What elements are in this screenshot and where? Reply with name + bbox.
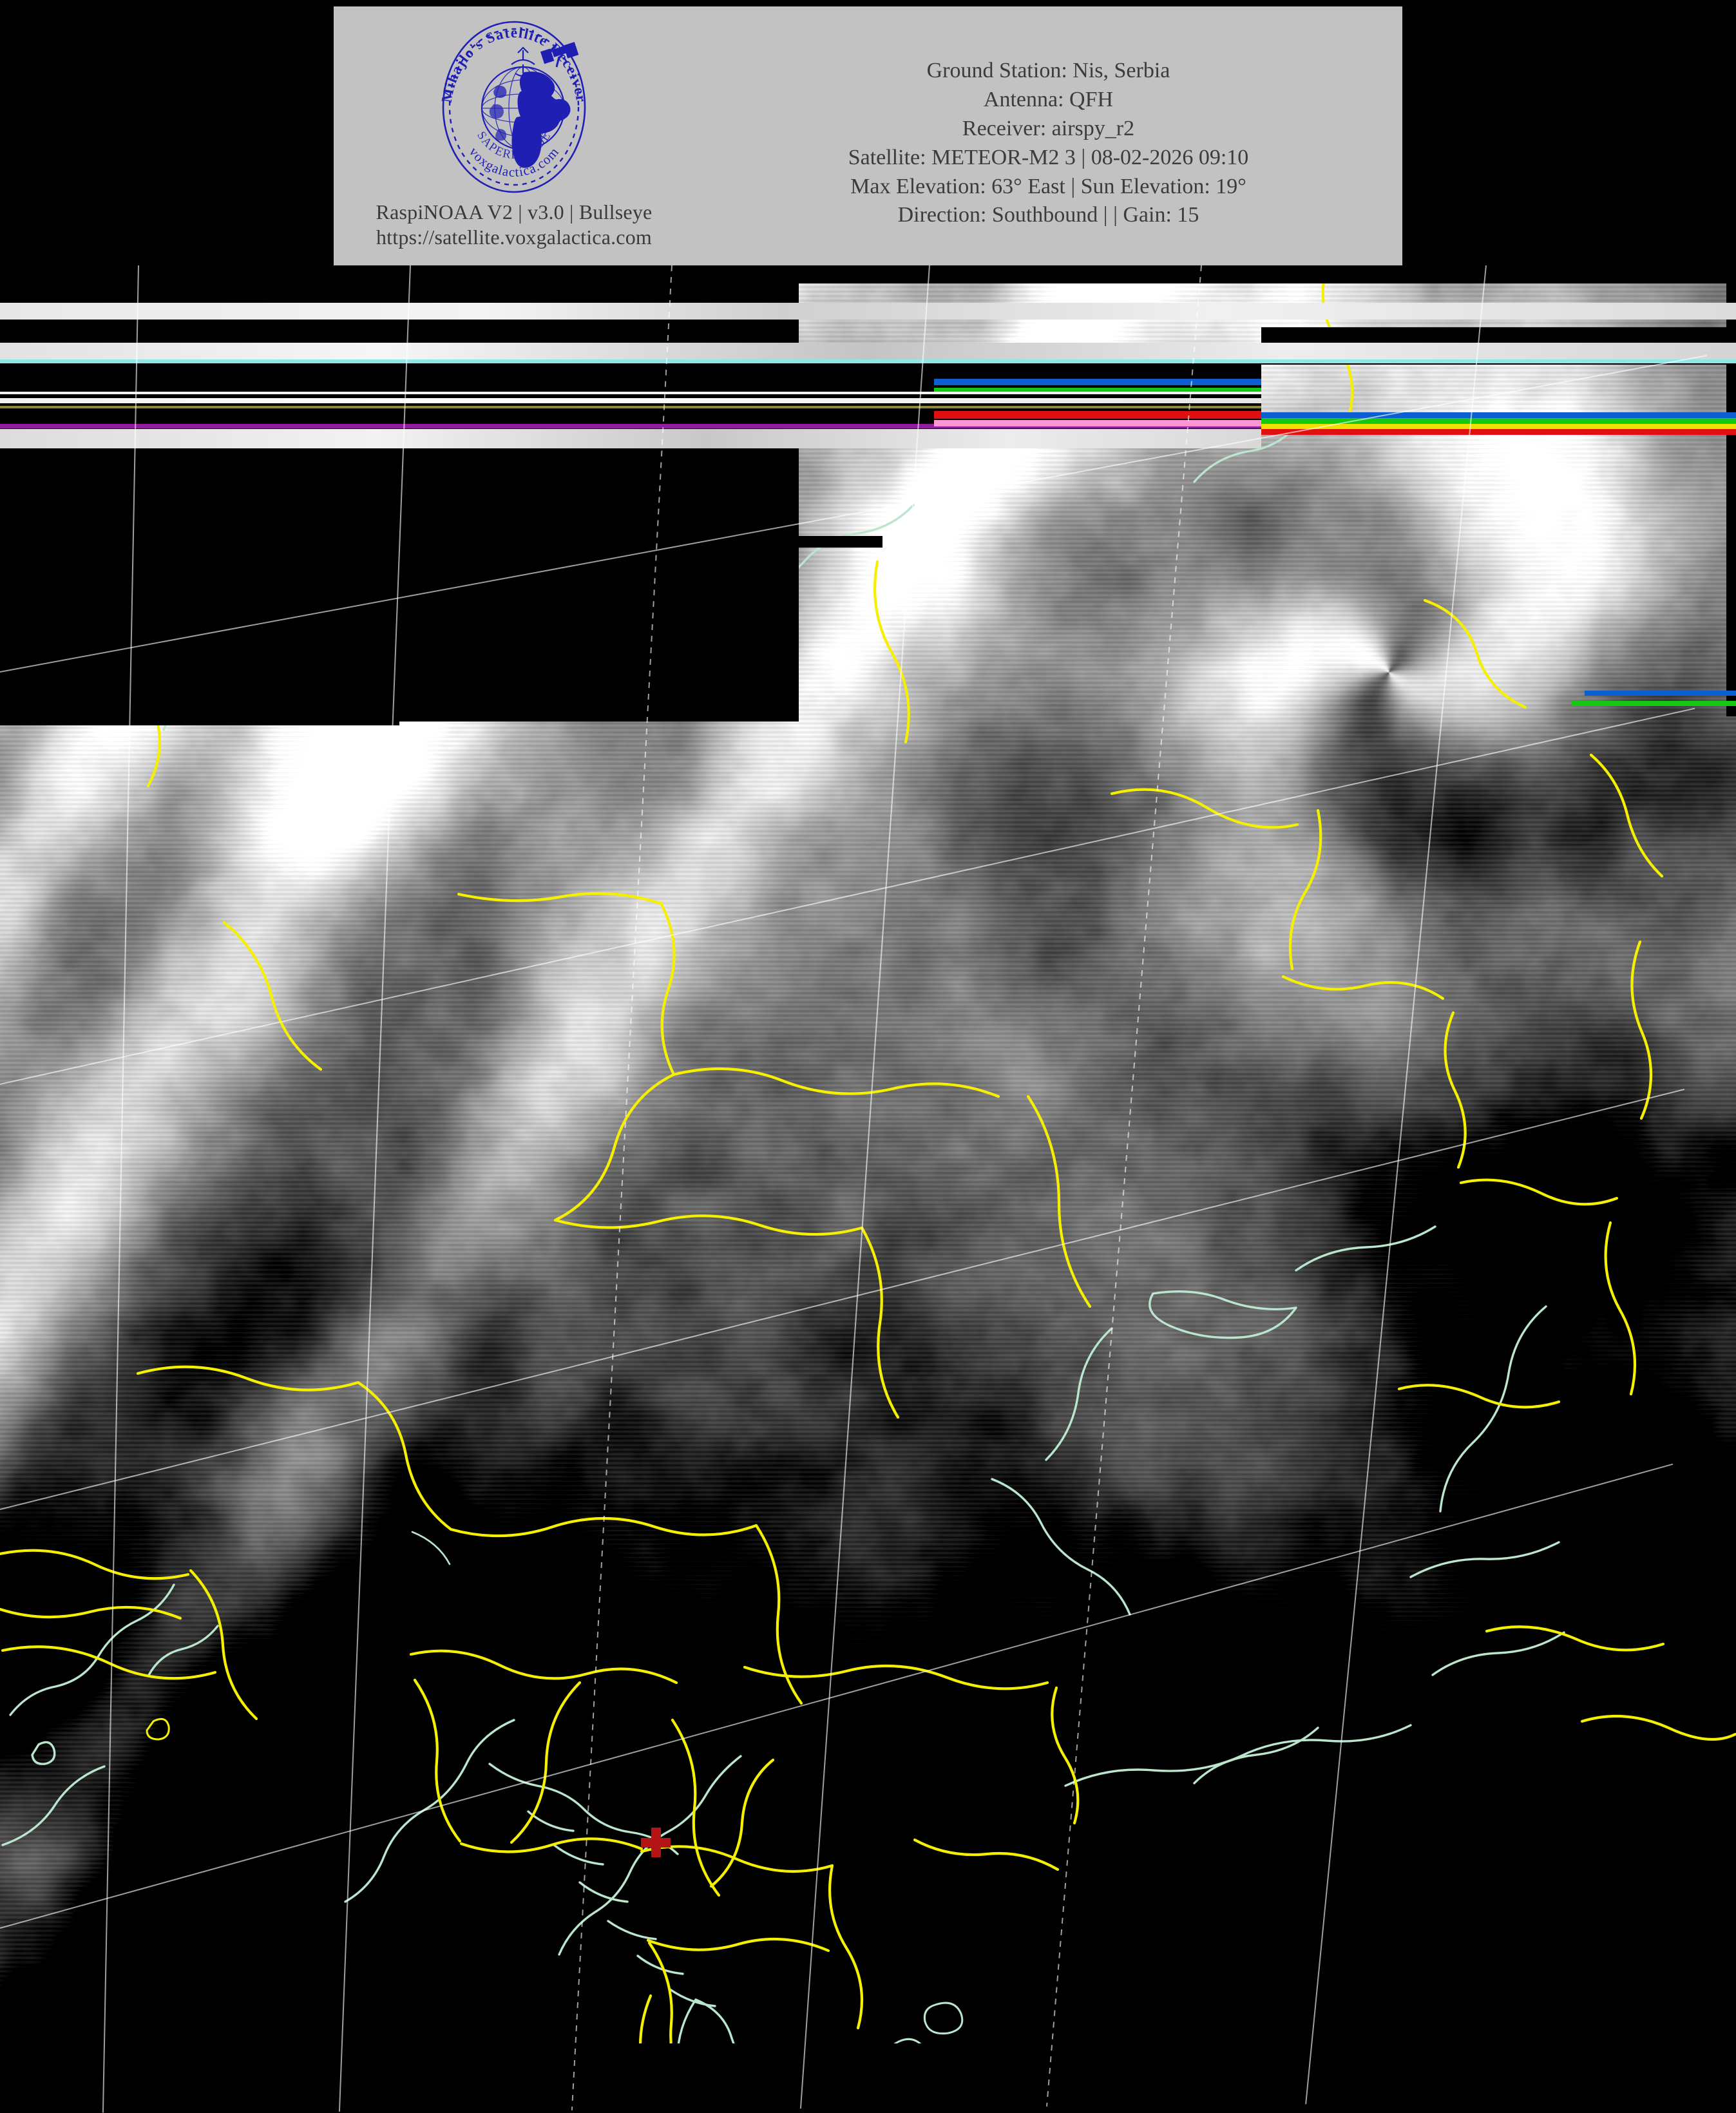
meta-direction: Direction: Southbound | | Gain: 15 (897, 203, 1199, 227)
meta-ground-station: Ground Station: Nis, Serbia (926, 59, 1170, 82)
artifact-line-olive-thin (0, 406, 1261, 408)
svg-text:Mihajlo's Satellite Receiver: Mihajlo's Satellite Receiver (439, 24, 590, 104)
artifact-line-green-left (934, 388, 1261, 394)
scan-band-bright-4 (0, 429, 1261, 448)
artifact-line-blue-bottomedge (1585, 691, 1736, 696)
brand-software-line: RaspiNOAA V2 | v3.0 | Bullseye (376, 200, 653, 224)
artifact-line-green-bottomedge (1572, 701, 1736, 706)
no-data-mask-upper-1 (0, 320, 799, 343)
artifact-line-blue-left (934, 379, 1261, 385)
artifact-line-green-right (1261, 418, 1736, 424)
no-data-mask-scandinavia (0, 450, 799, 710)
artifact-line-blue-right (1261, 412, 1736, 418)
artifact-line-red-left (934, 411, 1261, 419)
artifact-line-red-right (1261, 429, 1736, 435)
no-data-mask-step-b (0, 710, 399, 725)
no-data-mask-top-left (0, 265, 799, 303)
artifact-line-white-thin (0, 392, 1261, 394)
meteor-m2-3-infrared-pass-image (0, 265, 1736, 2113)
pass-info-header-panel: Mihajlo's Satellite Receiver voxgalactic… (334, 6, 1402, 265)
marker-vertical-bar (651, 1828, 661, 1857)
brand-text-block: RaspiNOAA V2 | v3.0 | Bullseye https://s… (334, 200, 694, 250)
no-data-mask-bottom-letterbox (0, 2051, 1736, 2113)
branding-column: Mihajlo's Satellite Receiver voxgalactic… (334, 6, 694, 265)
artifact-line-magenta (0, 424, 1736, 428)
no-data-mask-step-c (799, 536, 882, 548)
brand-url-line[interactable]: https://satellite.voxgalactica.com (376, 225, 652, 249)
artifact-line-cyan (0, 359, 1736, 363)
scan-band-bright-3 (0, 398, 1261, 403)
meta-elevation: Max Elevation: 63° East | Sun Elevation:… (850, 174, 1246, 198)
scan-band-bright-1 (0, 303, 1736, 320)
artifact-line-yellow-right (1261, 424, 1736, 429)
pass-metadata-column: Ground Station: Nis, Serbia Antenna: QFH… (694, 6, 1402, 265)
logo-ring-top-text: Mihajlo's Satellite Receiver (439, 24, 589, 104)
artifact-line-pink-left (934, 420, 1261, 426)
ground-station-location-marker (641, 1828, 671, 1857)
meta-receiver: Receiver: airspy_r2 (962, 116, 1135, 140)
meta-satellite: Satellite: METEOR-M2 3 | 08-02-2026 09:1… (848, 145, 1249, 169)
satellite-receiver-stamp-logo: Mihajlo's Satellite Receiver voxgalactic… (426, 10, 602, 198)
no-data-mask-north-right-step (799, 265, 1736, 283)
meta-antenna: Antenna: QFH (983, 87, 1114, 111)
no-data-mask-right-edge (1726, 265, 1736, 716)
